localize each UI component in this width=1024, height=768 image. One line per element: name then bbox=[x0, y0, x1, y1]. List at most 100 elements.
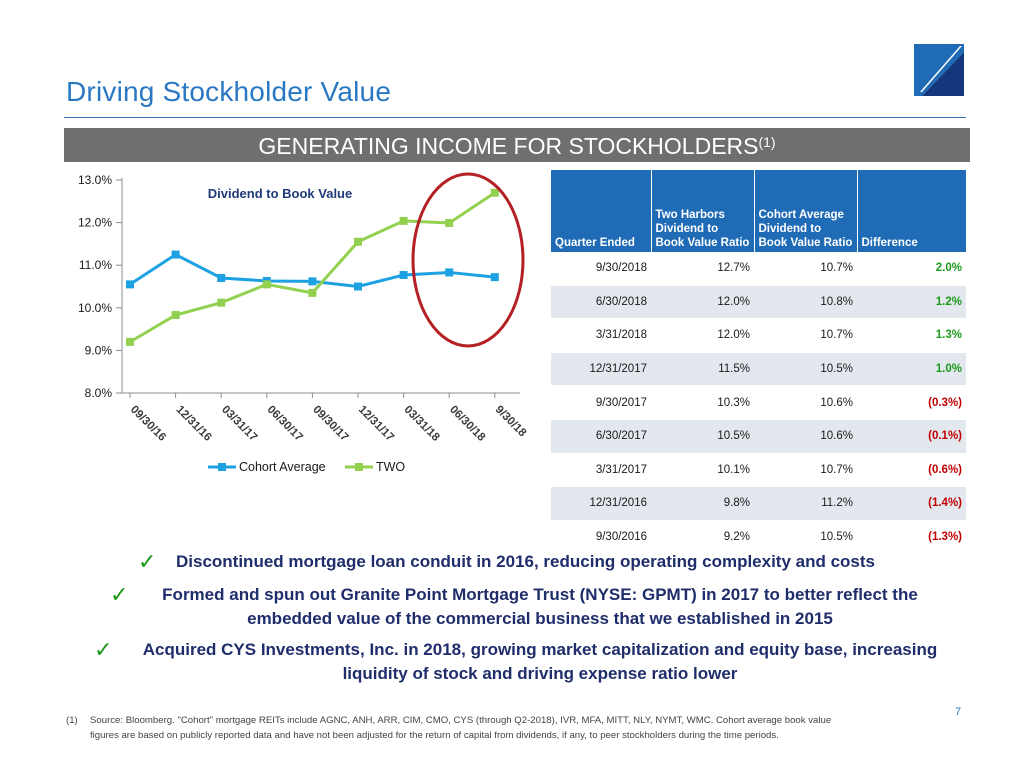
cell-difference: 2.0% bbox=[857, 252, 966, 286]
cell-cohort: 10.8% bbox=[754, 285, 857, 320]
legend-label-cohort-average: Cohort Average bbox=[239, 460, 326, 474]
data-point-cohort-average bbox=[354, 282, 362, 291]
highlight-circle bbox=[411, 172, 525, 348]
chart-legend: Cohort Average TWO bbox=[208, 460, 405, 474]
cell-quarter: 6/30/2018 bbox=[551, 285, 651, 320]
data-point-cohort-average bbox=[126, 280, 134, 289]
cell-quarter: 9/30/2017 bbox=[551, 385, 651, 420]
cell-two: 10.1% bbox=[651, 453, 754, 488]
footnote-line1: Source: Bloomberg. "Cohort" mortgage REI… bbox=[90, 715, 832, 726]
data-point-two bbox=[171, 311, 180, 320]
series-line-two bbox=[129, 191, 496, 344]
x-tick-label: 9/30/18 bbox=[493, 404, 529, 440]
cell-cohort: 10.6% bbox=[754, 385, 857, 420]
banner-text: GENERATING INCOME FOR STOCKHOLDERS bbox=[258, 133, 759, 159]
check-icon: ✓ bbox=[94, 637, 113, 662]
cell-difference: 1.2% bbox=[857, 285, 966, 320]
data-point-two bbox=[490, 188, 499, 197]
y-tick-label: 13.0% bbox=[78, 173, 112, 187]
cell-difference: (1.3%) bbox=[857, 520, 966, 555]
cell-two: 9.2% bbox=[651, 520, 754, 555]
legend-marker-two bbox=[355, 463, 363, 471]
data-point-two bbox=[126, 337, 134, 346]
cell-two: 12.7% bbox=[651, 252, 754, 286]
data-point-two bbox=[445, 219, 454, 228]
header-cohort-ratio: Cohort Average Dividend to Book Value Ra… bbox=[753, 170, 857, 252]
cell-quarter: 3/31/2017 bbox=[551, 453, 651, 488]
cell-two: 12.0% bbox=[651, 318, 754, 353]
table-row: 3/31/2017 10.1% 10.7% (0.6%) bbox=[551, 453, 966, 488]
cell-cohort: 10.7% bbox=[754, 252, 857, 286]
y-tick-label: 9.0% bbox=[85, 343, 113, 357]
table-row: 12/31/2017 11.5% 10.5% 1.0% bbox=[551, 352, 966, 387]
header-two-harbors-ratio: Two Harbors Dividend to Book Value Ratio bbox=[650, 170, 754, 252]
data-point-cohort-average bbox=[308, 277, 317, 286]
legend-label-two: TWO bbox=[376, 460, 405, 474]
cell-two: 10.5% bbox=[651, 419, 754, 454]
cell-two: 11.5% bbox=[651, 352, 754, 387]
table-row: 3/31/2018 12.0% 10.7% 1.3% bbox=[551, 318, 966, 353]
bullet-cys-line1: Acquired CYS Investments, Inc. in 2018, … bbox=[142, 640, 938, 659]
y-tick-group: 13.0% 12.0% 11.0% 10.0% 9.0% 8.0% bbox=[78, 173, 122, 400]
cell-cohort: 10.6% bbox=[754, 419, 857, 454]
table-row: 9/30/2017 10.3% 10.6% (0.3%) bbox=[551, 385, 966, 420]
table-row: 12/31/2016 9.8% 11.2% (1.4%) bbox=[551, 486, 966, 521]
data-point-two bbox=[308, 288, 317, 297]
cell-quarter: 12/31/2016 bbox=[551, 486, 651, 521]
dividend-to-book-chart: Dividend to Book Value 13.0% 12.0% 11.0% 10… bbox=[78, 172, 529, 474]
header-quarter-ended: Quarter Ended bbox=[551, 170, 651, 252]
x-tick-label: 06/30/17 bbox=[265, 404, 305, 444]
series-group bbox=[126, 188, 499, 346]
section-banner: GENERATING INCOME FOR STOCKHOLDERS(1) bbox=[64, 128, 970, 162]
cell-cohort: 10.5% bbox=[754, 352, 857, 387]
data-point-cohort-average bbox=[171, 250, 180, 259]
cell-two: 9.8% bbox=[651, 486, 754, 521]
cell-quarter: 6/30/2017 bbox=[551, 419, 651, 454]
dividend-comparison-table: Quarter Ended Two Harbors Dividend to Bo… bbox=[551, 170, 966, 555]
data-point-cohort-average bbox=[217, 273, 226, 282]
bullet-cys-line2: liquidity of stock and driving expense r… bbox=[342, 664, 738, 683]
data-point-two bbox=[354, 237, 362, 246]
data-point-two bbox=[217, 298, 226, 307]
data-point-cohort-average bbox=[490, 273, 499, 282]
footnote-marker: (1) bbox=[66, 715, 78, 726]
x-tick-label: 12/31/17 bbox=[356, 404, 396, 444]
cell-difference: 1.0% bbox=[857, 352, 966, 387]
cell-quarter: 12/31/2017 bbox=[551, 352, 651, 387]
title-divider bbox=[64, 117, 966, 118]
footnote: (1) Source: Bloomberg. "Cohort" mortgage… bbox=[66, 713, 946, 743]
company-logo bbox=[914, 44, 964, 96]
header-difference: Difference bbox=[856, 170, 966, 252]
bullet-granite-point-line1: Formed and spun out Granite Point Mortga… bbox=[162, 585, 918, 604]
cell-quarter: 9/30/2016 bbox=[551, 520, 651, 555]
cell-cohort: 11.2% bbox=[754, 486, 857, 521]
y-tick-label: 12.0% bbox=[78, 216, 112, 230]
table-row: 9/30/2018 12.7% 10.7% 2.0% bbox=[551, 252, 966, 286]
legend-marker-cohort-average bbox=[218, 463, 226, 471]
cell-difference: (0.1%) bbox=[857, 419, 966, 454]
data-point-cohort-average bbox=[399, 270, 408, 279]
cell-difference: (0.3%) bbox=[857, 385, 966, 420]
x-tick-label: 12/31/16 bbox=[173, 404, 213, 444]
chart-title: Dividend to Book Value bbox=[208, 186, 352, 201]
check-icon: ✓ bbox=[110, 582, 129, 607]
table-header-row: Quarter Ended Two Harbors Dividend to Bo… bbox=[551, 170, 966, 252]
data-point-two bbox=[262, 280, 271, 289]
table-row: 6/30/2017 10.5% 10.6% (0.1%) bbox=[551, 419, 966, 454]
table-row: 6/30/2018 12.0% 10.8% 1.2% bbox=[551, 285, 966, 320]
cell-cohort: 10.7% bbox=[754, 318, 857, 353]
table-row: 9/30/2016 9.2% 10.5% (1.3%) bbox=[551, 520, 966, 555]
x-tick-label: 03/31/17 bbox=[219, 404, 259, 444]
bullet-granite-point-line2: embedded value of the commercial busines… bbox=[247, 609, 833, 628]
y-tick-label: 10.0% bbox=[78, 301, 112, 315]
data-point-cohort-average bbox=[445, 268, 454, 277]
cell-cohort: 10.5% bbox=[754, 520, 857, 555]
x-tick-label: 03/31/18 bbox=[401, 404, 442, 445]
cell-difference: 1.3% bbox=[857, 318, 966, 353]
cell-two: 12.0% bbox=[651, 285, 754, 320]
x-tick-label: 06/30/18 bbox=[447, 404, 488, 445]
check-icon: ✓ bbox=[138, 549, 157, 574]
data-point-two bbox=[399, 216, 408, 225]
x-tick-label: 09/30/17 bbox=[310, 404, 350, 444]
page-number: 7 bbox=[955, 706, 962, 718]
